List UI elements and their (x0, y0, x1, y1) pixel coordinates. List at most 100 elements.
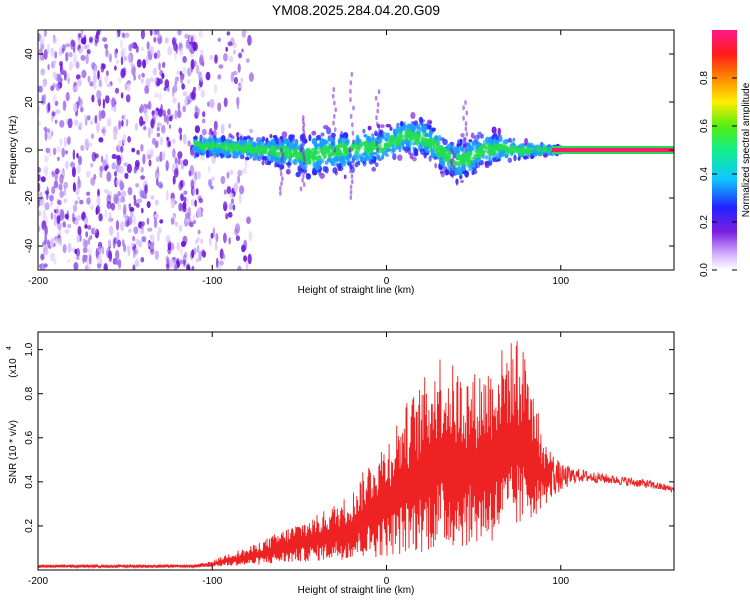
noise-blob (145, 104, 150, 109)
spike-blob (349, 168, 352, 174)
signal-blob (459, 138, 463, 146)
noise-blob (65, 43, 71, 48)
signal-blob (365, 135, 372, 142)
noise-blob (108, 225, 114, 236)
noise-blob (86, 49, 91, 55)
spike-blob (348, 147, 352, 153)
signal-blob (307, 147, 311, 155)
signal-blob (459, 146, 465, 151)
signal-blob (420, 148, 426, 155)
noise-blob (93, 173, 97, 180)
noise-blob (62, 221, 66, 228)
spike-blob (464, 100, 467, 105)
noise-blob (98, 110, 102, 122)
noise-blob (111, 97, 116, 108)
noise-blob (60, 169, 64, 178)
noise-blob (184, 96, 188, 107)
noise-blob (81, 69, 87, 79)
colorbar-tick-label: 0.4 (699, 167, 710, 181)
noise-blob (105, 48, 109, 58)
noise-blob (63, 136, 67, 148)
noise-blob (145, 78, 151, 88)
noise-blob (200, 238, 203, 244)
noise-blob (50, 115, 54, 122)
spike-blob (376, 147, 379, 153)
noise-blob (201, 128, 207, 136)
noise-blob (174, 81, 178, 86)
noise-blob (133, 226, 139, 235)
noise-blob (76, 152, 79, 159)
noise-blob (144, 85, 150, 95)
noise-blob (89, 81, 94, 87)
noise-blob (182, 206, 187, 213)
noise-blob (235, 235, 240, 242)
noise-blob (83, 217, 88, 226)
signal-blob (359, 141, 365, 147)
noise-blob (50, 212, 54, 220)
noise-blob (52, 71, 57, 79)
spike-blob (377, 89, 381, 95)
noise-blob (38, 121, 42, 126)
spike-blob (303, 169, 307, 175)
noise-blob (187, 140, 191, 147)
noise-blob (134, 122, 139, 131)
noise-blob (117, 191, 121, 197)
noise-blob (225, 46, 228, 52)
noise-blob (192, 219, 196, 224)
noise-blob (215, 233, 219, 243)
signal-blob (199, 134, 203, 141)
noise-blob (178, 181, 183, 191)
noise-blob (226, 31, 231, 36)
signal-blob (491, 126, 497, 134)
noise-blob (58, 183, 63, 191)
signal-blob (337, 151, 341, 159)
noise-blob (156, 156, 160, 163)
noise-blob (149, 77, 154, 83)
signal-blob (397, 140, 402, 145)
noise-blob (93, 73, 97, 84)
noise-blob (232, 70, 238, 76)
noise-blob (78, 48, 83, 54)
noise-blob (150, 148, 154, 158)
noise-blob (38, 182, 41, 192)
signal-blob (439, 159, 444, 165)
signal-blob (279, 137, 285, 143)
noise-blob (115, 249, 120, 261)
signal-blob (380, 124, 385, 128)
signal-blob (380, 148, 387, 152)
noise-blob (63, 181, 69, 189)
noise-blob (154, 250, 159, 260)
y-tick-label: 20 (24, 96, 35, 108)
spike-blob (352, 139, 355, 145)
snr-multiplier: (x10 4 (6, 346, 19, 378)
noise-blob (239, 185, 245, 195)
spike-blob (375, 141, 379, 146)
noise-blob (118, 120, 122, 130)
signal-blob (419, 121, 424, 126)
noise-blob (63, 198, 68, 204)
noise-blob (67, 258, 70, 263)
spike-blob (302, 115, 305, 121)
noise-blob (54, 100, 59, 107)
noise-blob (153, 37, 157, 43)
noise-blob (76, 215, 82, 222)
noise-blob (184, 251, 188, 259)
noise-blob (115, 32, 119, 39)
noise-blob (93, 227, 98, 234)
noise-blob (105, 153, 108, 163)
noise-blob (208, 164, 211, 174)
signal-blob (543, 152, 549, 158)
noise-blob (86, 256, 90, 266)
noise-blob (57, 156, 60, 162)
noise-blob (80, 30, 84, 35)
x-tick-label: -200 (28, 276, 48, 287)
signal-blob (399, 135, 405, 140)
noise-blob (220, 123, 225, 135)
signal-blob (292, 160, 298, 166)
noise-blob (229, 193, 235, 198)
noise-blob (156, 49, 161, 59)
noise-blob (44, 234, 48, 244)
noise-blob (141, 207, 144, 214)
noise-blob (160, 103, 163, 115)
